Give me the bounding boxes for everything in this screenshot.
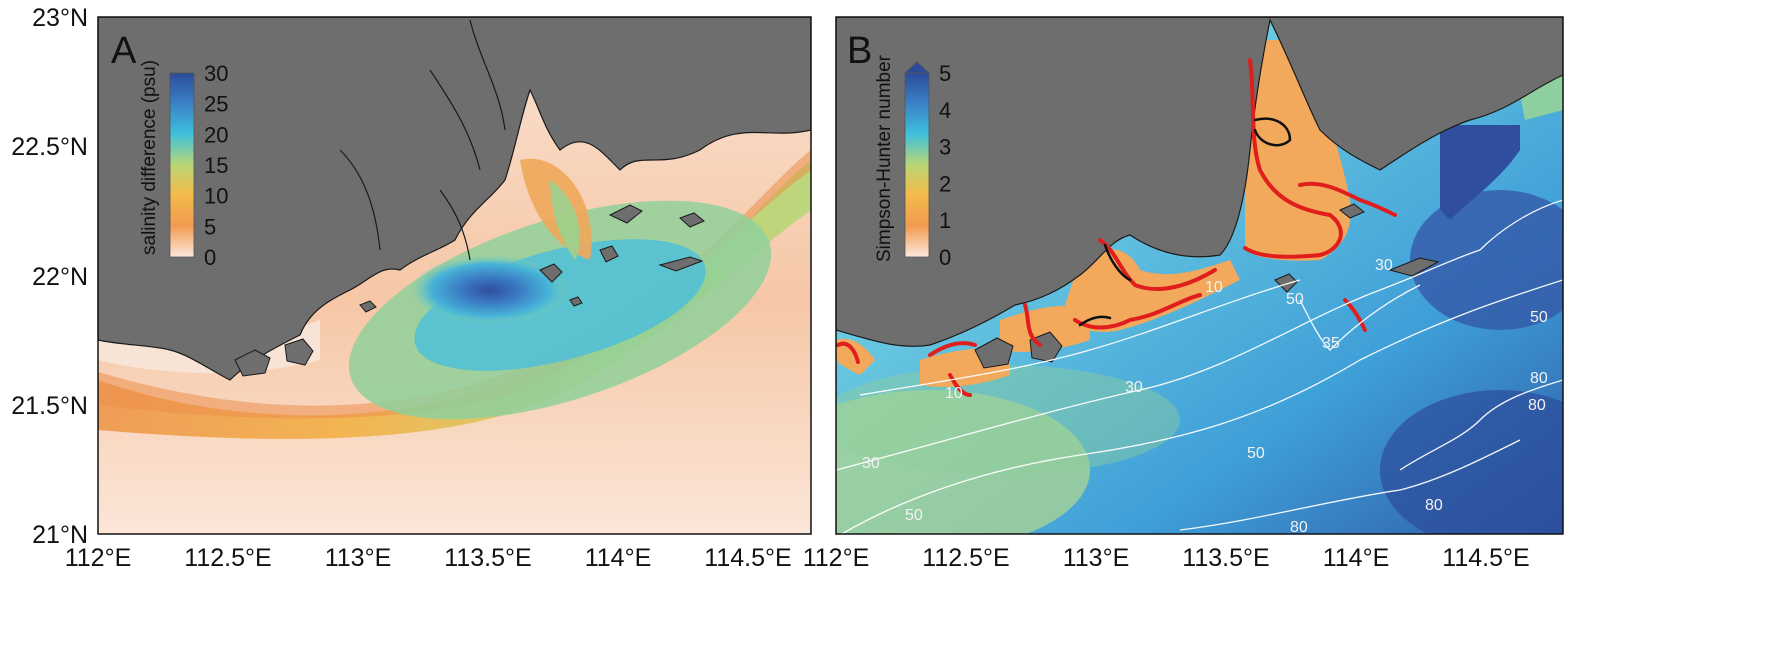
- x-tick-label: 114.5°E: [704, 544, 791, 572]
- contour-label: 10: [1205, 279, 1223, 296]
- colorbar-tick-label: 0: [939, 245, 951, 270]
- colorbar-tick-label: 25: [204, 92, 228, 117]
- contour-label: 80: [1290, 519, 1308, 536]
- contour-label: 50: [905, 507, 923, 524]
- colorbar-tick-label: 3: [939, 135, 951, 160]
- contour-label: 35: [1322, 335, 1340, 352]
- panel-a-letter: A: [111, 30, 137, 72]
- contour-label: 80: [1530, 370, 1548, 387]
- colorbar-tick-label: 2: [939, 171, 951, 196]
- x-tick-label: 113°E: [1063, 544, 1130, 572]
- colorbar-tick-label: 5: [204, 214, 216, 239]
- contour-label: 30: [1125, 379, 1143, 396]
- panel-b-colorbar: Simpson-Hunter number 5 4 3 2 1 0: [874, 54, 951, 270]
- panel-b-letter: B: [847, 30, 872, 72]
- panel-a-salinity-map: [98, 17, 811, 534]
- panel-a-colorbar-label: salinity difference (psu): [139, 60, 160, 255]
- y-tick-label: 22.5°N: [11, 133, 88, 161]
- colorbar-tick-label: 5: [939, 61, 951, 86]
- x-tick-label: 112.5°E: [922, 544, 1009, 572]
- contour-label: 30: [862, 455, 880, 472]
- colorbar-tick-label: 20: [204, 122, 228, 147]
- x-tick-label: 113°E: [325, 544, 392, 572]
- x-tick-label: 113.5°E: [1182, 544, 1269, 572]
- panel-b-colorbar-label: Simpson-Hunter number: [874, 54, 895, 262]
- x-axis-ticks-panel-b: 112°E 112.5°E 113°E 113.5°E 114°E 114.5°E: [803, 544, 1530, 572]
- colorbar-tick-label: 30: [204, 61, 228, 86]
- contour-label: 50: [1247, 445, 1265, 462]
- y-axis-ticks: 23°N 22.5°N 22°N 21.5°N 21°N: [11, 4, 88, 549]
- colorbar-tick-label: 4: [939, 98, 951, 123]
- x-tick-label: 112°E: [803, 544, 870, 572]
- colorbar-tick-label: 15: [204, 153, 228, 178]
- contour-label: 80: [1425, 497, 1443, 514]
- panel-a-colorbar: salinity difference (psu) 30 25 20 15 10 5 0: [139, 60, 228, 270]
- colorbar-tick-label: 0: [204, 245, 216, 270]
- x-tick-label: 113.5°E: [444, 544, 531, 572]
- contour-label: 10: [945, 385, 963, 402]
- x-axis-ticks-panel-a: 112°E 112.5°E 113°E 113.5°E 114°E 114.5°E: [65, 544, 792, 572]
- contour-label: 30: [1375, 257, 1393, 274]
- y-tick-label: 21°N: [32, 521, 88, 549]
- y-tick-label: 23°N: [32, 4, 88, 32]
- contour-label: 80: [1528, 397, 1546, 414]
- x-tick-label: 114°E: [1323, 544, 1390, 572]
- x-tick-label: 112.5°E: [184, 544, 271, 572]
- colorbar-tick-label: 1: [939, 208, 951, 233]
- x-tick-label: 112°E: [65, 544, 132, 572]
- x-tick-label: 114°E: [585, 544, 652, 572]
- panel-b-simpson-hunter-map: 10 10 30 30 30 35 50 50 50 50 80 80 80 8…: [836, 17, 1563, 536]
- y-tick-label: 21.5°N: [11, 392, 88, 420]
- y-tick-label: 22°N: [32, 263, 88, 291]
- colorbar-tick-label: 10: [204, 184, 228, 209]
- x-tick-label: 114.5°E: [1442, 544, 1529, 572]
- contour-label: 50: [1530, 309, 1548, 326]
- contour-label: 50: [1286, 291, 1304, 308]
